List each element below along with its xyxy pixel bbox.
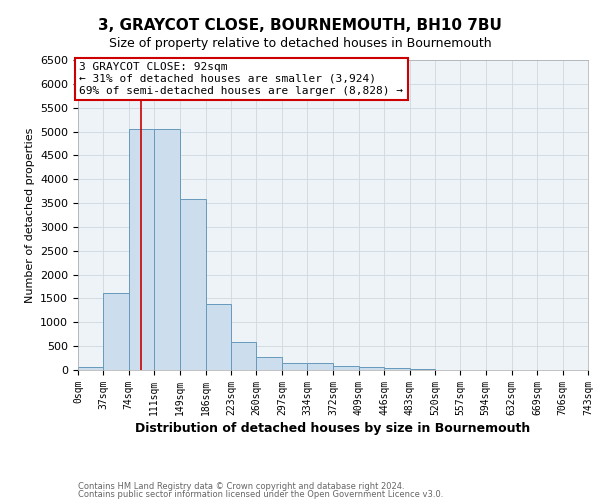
Bar bbox=[78, 366, 103, 370]
Bar bbox=[180, 200, 206, 370]
Text: Contains public sector information licensed under the Open Government Licence v3: Contains public sector information licen… bbox=[78, 490, 443, 499]
Text: Contains HM Land Registry data © Crown copyright and database right 2024.: Contains HM Land Registry data © Crown c… bbox=[78, 482, 404, 491]
Bar bbox=[206, 304, 231, 370]
Bar bbox=[410, 369, 435, 370]
Bar bbox=[384, 368, 410, 370]
Text: 3, GRAYCOT CLOSE, BOURNEMOUTH, BH10 7BU: 3, GRAYCOT CLOSE, BOURNEMOUTH, BH10 7BU bbox=[98, 18, 502, 32]
Bar bbox=[154, 129, 180, 370]
Bar bbox=[129, 129, 154, 370]
Bar bbox=[103, 292, 129, 370]
Text: Size of property relative to detached houses in Bournemouth: Size of property relative to detached ho… bbox=[109, 38, 491, 51]
Bar bbox=[256, 357, 282, 370]
Bar bbox=[282, 363, 307, 370]
Text: 3 GRAYCOT CLOSE: 92sqm
← 31% of detached houses are smaller (3,924)
69% of semi-: 3 GRAYCOT CLOSE: 92sqm ← 31% of detached… bbox=[79, 62, 403, 96]
Bar bbox=[307, 364, 334, 370]
Y-axis label: Number of detached properties: Number of detached properties bbox=[25, 128, 35, 302]
X-axis label: Distribution of detached houses by size in Bournemouth: Distribution of detached houses by size … bbox=[136, 422, 530, 435]
Bar bbox=[359, 366, 384, 370]
Bar bbox=[334, 366, 359, 370]
Bar bbox=[231, 342, 256, 370]
